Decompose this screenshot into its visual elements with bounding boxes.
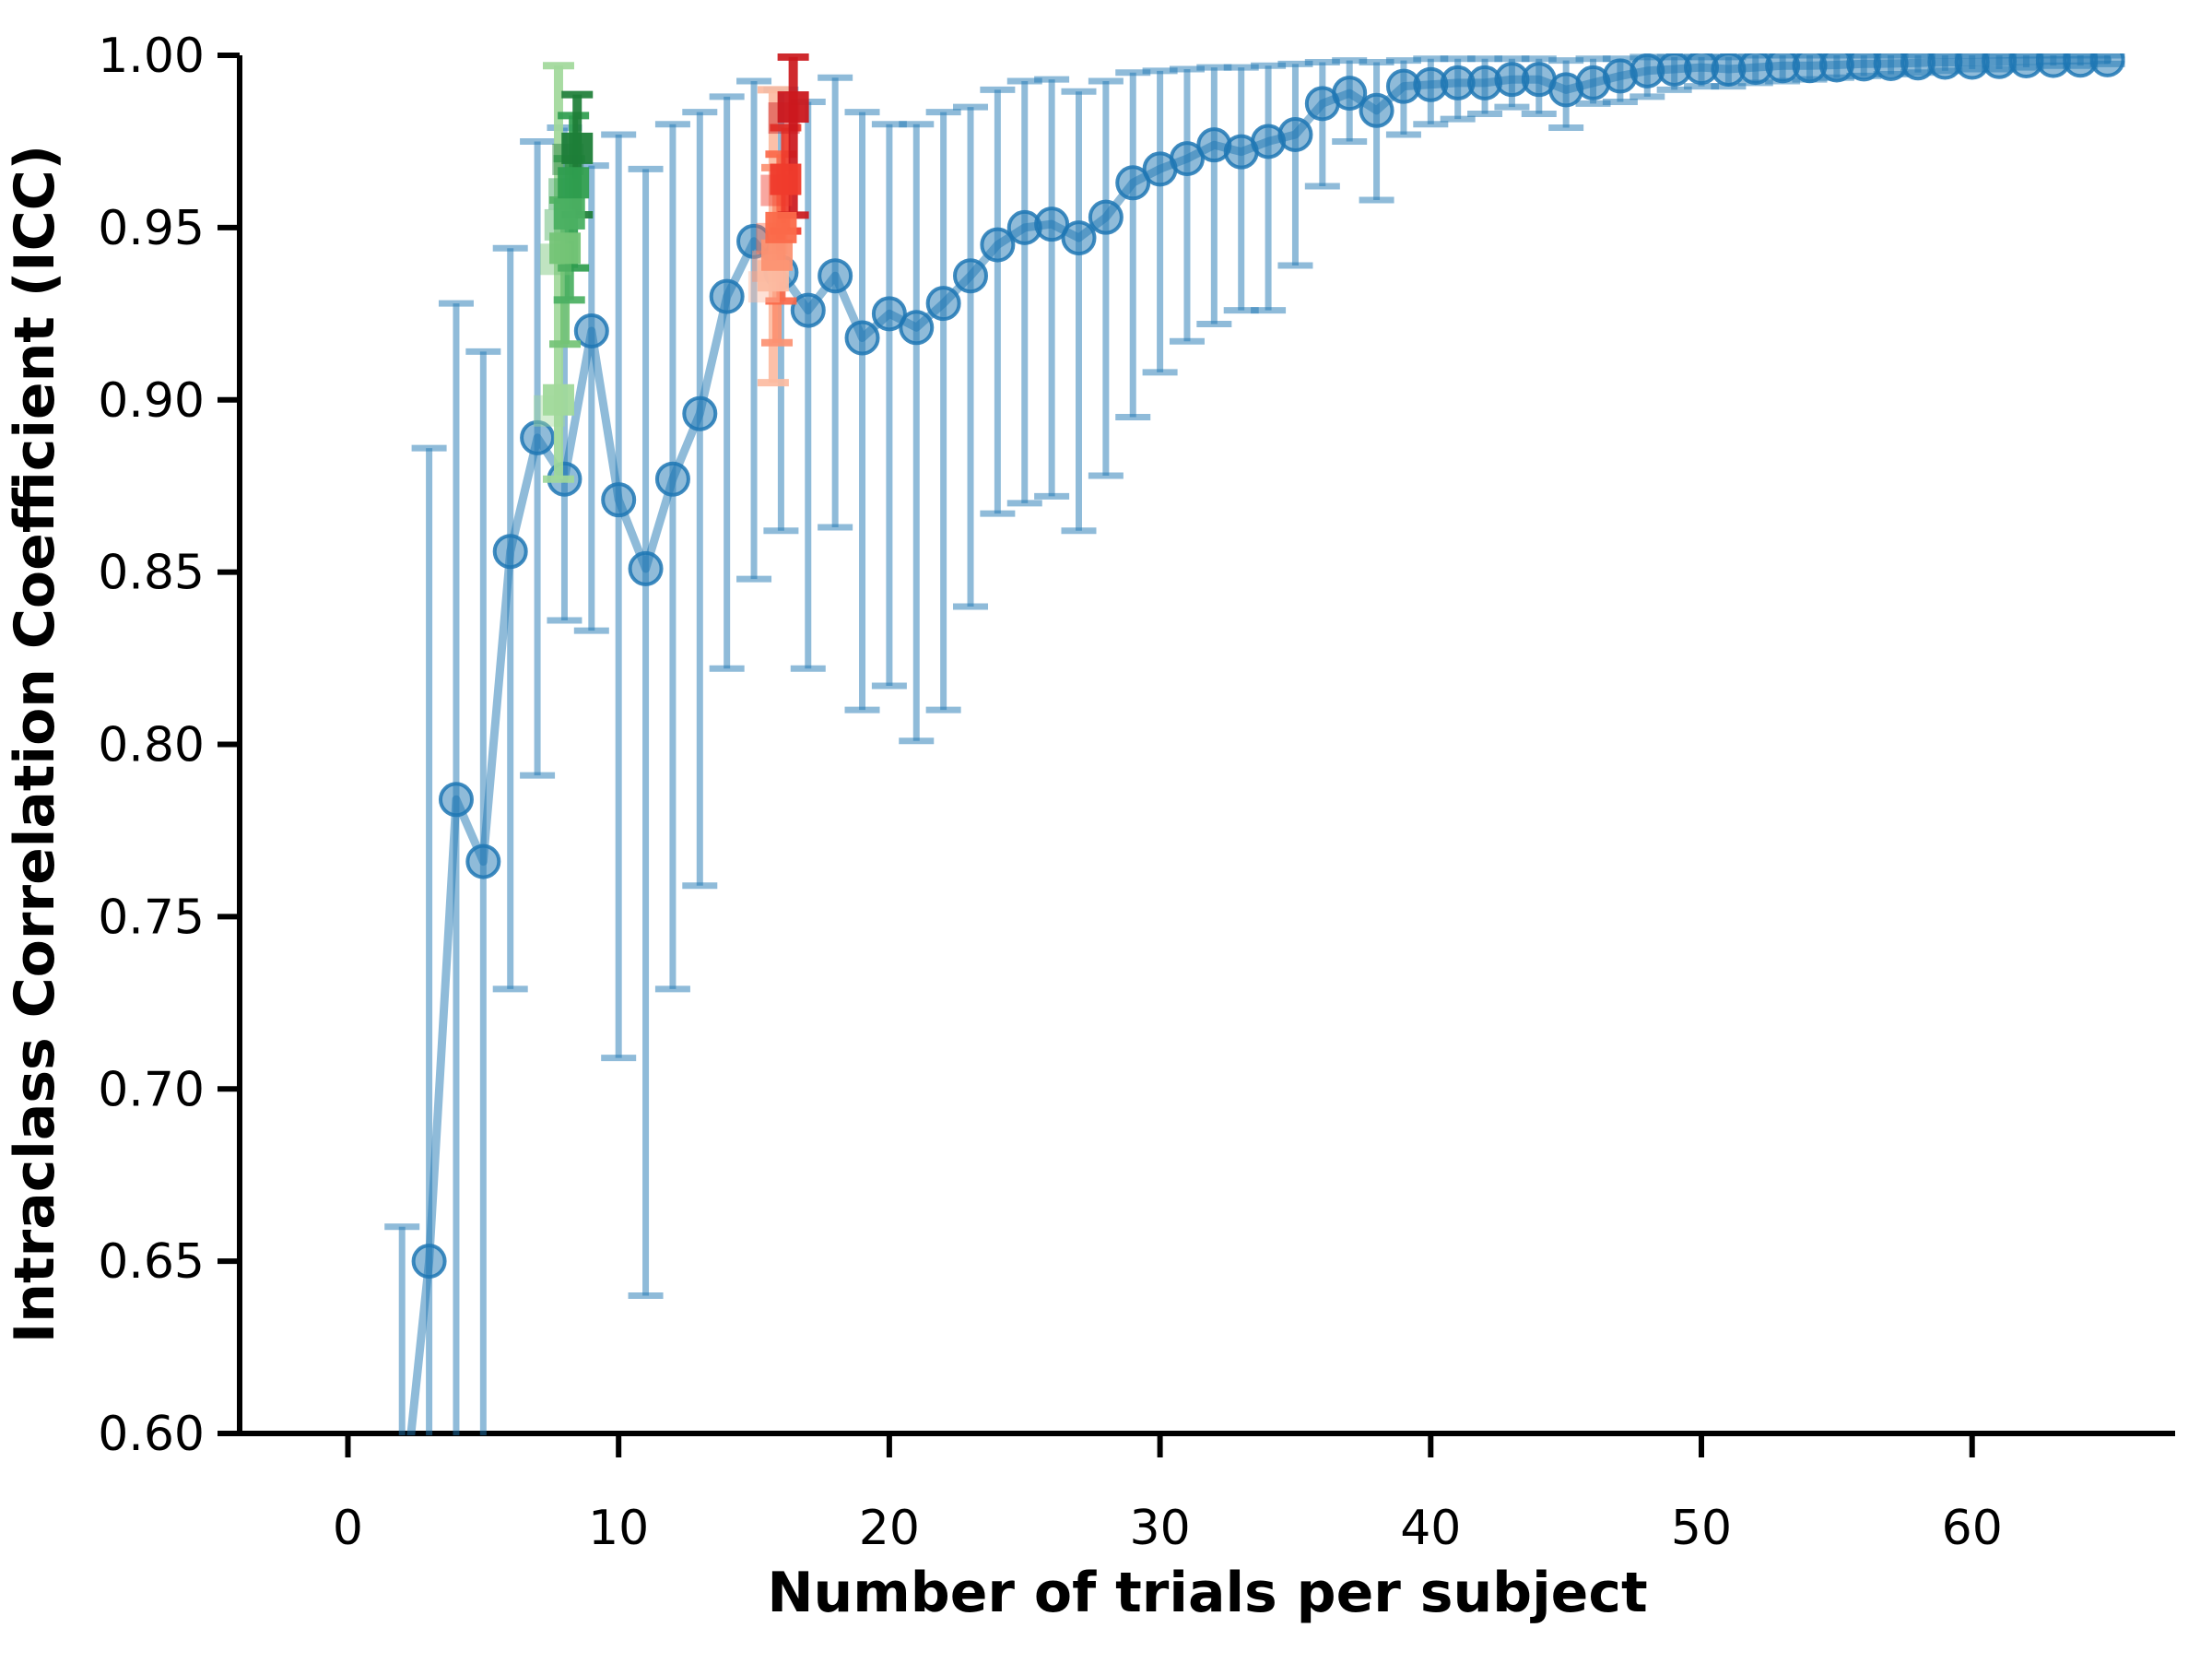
y-tick-label: 0.70 [98, 1062, 205, 1117]
blue-marker [871, 296, 907, 332]
y-tick-label: 0.95 [98, 201, 205, 256]
tick-labels: 0.60 0.65 0.70 0.75 0.80 0.85 0.90 0.95 1.00 0 10 2… [98, 29, 2003, 1556]
cluster-square [777, 91, 809, 124]
x-tick-label: 60 [1942, 1501, 2003, 1556]
blue-marker [925, 286, 961, 322]
blue-marker [411, 1244, 447, 1280]
cluster-square [770, 163, 802, 195]
blue-marker [1088, 199, 1124, 235]
blue-marker [682, 395, 718, 431]
blue-marker [520, 419, 556, 455]
cluster-square [553, 197, 585, 230]
y-tick-label: 1.00 [98, 29, 205, 84]
blue-marker [899, 310, 935, 346]
x-tick-label: 50 [1671, 1501, 1732, 1556]
y-tick-label: 0.85 [98, 546, 205, 601]
y-tick-label: 0.80 [98, 718, 205, 773]
x-tick-label: 40 [1400, 1501, 1461, 1556]
blue-marker [953, 258, 989, 294]
x-tick-label: 30 [1130, 1501, 1191, 1556]
blue-marker [1034, 206, 1070, 242]
blue-marker [573, 313, 609, 348]
blue-marker [1115, 165, 1151, 201]
y-tick-label: 0.65 [98, 1234, 205, 1290]
blue-marker [1169, 141, 1205, 177]
blue-series [384, 53, 2125, 1535]
blue-marker [465, 843, 501, 879]
blue-marker [628, 550, 664, 586]
blue-marker [492, 534, 528, 570]
blue-marker [1332, 76, 1368, 112]
blue-marker [790, 292, 826, 328]
cluster-square [542, 383, 574, 416]
blue-marker [980, 227, 1016, 263]
y-axis-label: Intraclass Correlation Coefficient (ICC) [3, 145, 67, 1343]
cluster-square [761, 239, 794, 271]
cluster-square [765, 211, 797, 243]
blue-marker [601, 482, 637, 518]
x-tick-label: 20 [859, 1501, 920, 1556]
blue-marker [2089, 53, 2125, 77]
blue-marker [1277, 116, 1313, 152]
blue-line [406, 55, 2112, 1435]
blue-marker [818, 258, 853, 294]
blue-marker [1061, 220, 1097, 256]
blue-marker [654, 461, 690, 497]
blue-marker [844, 320, 880, 356]
cluster-square [558, 167, 590, 199]
green-cluster [533, 62, 594, 483]
y-tick-label: 0.90 [98, 373, 205, 429]
blue-marker [438, 782, 474, 818]
red-cluster [747, 53, 809, 387]
y-tick-label: 0.75 [98, 890, 205, 945]
x-tick-label: 10 [588, 1501, 649, 1556]
blue-marker [1359, 92, 1394, 128]
axes [218, 53, 2175, 1457]
cluster-square [549, 232, 582, 265]
blue-marker [709, 278, 745, 314]
x-axis-label: Number of trials per subject [767, 1561, 1647, 1625]
cluster-square [561, 132, 594, 164]
y-tick-label: 0.60 [98, 1407, 205, 1462]
blue-marker [386, 1504, 418, 1535]
x-tick-label: 0 [333, 1501, 363, 1556]
